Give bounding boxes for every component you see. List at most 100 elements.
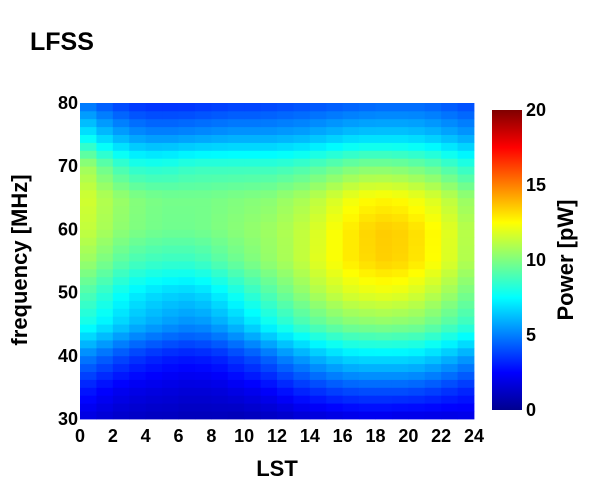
heatmap-cell bbox=[441, 245, 458, 254]
heatmap-cell bbox=[391, 103, 409, 112]
colorbar-tick-label: 0 bbox=[526, 400, 536, 420]
heatmap-cell bbox=[342, 245, 360, 254]
heatmap-cell bbox=[112, 395, 130, 404]
heatmap-cell bbox=[129, 316, 147, 325]
heatmap-cell bbox=[96, 174, 114, 183]
heatmap-cell bbox=[441, 300, 458, 309]
heatmap-cell bbox=[441, 340, 458, 349]
y-tick-label: 40 bbox=[58, 346, 78, 366]
heatmap-cell bbox=[457, 189, 475, 199]
heatmap-cell bbox=[162, 292, 179, 301]
heatmap-cell bbox=[293, 324, 311, 333]
heatmap-cell bbox=[424, 363, 442, 372]
heatmap-cell bbox=[375, 355, 393, 365]
heatmap-cell bbox=[80, 411, 97, 420]
heatmap-cell bbox=[457, 205, 475, 214]
heatmap-cell bbox=[326, 189, 344, 199]
heatmap-cell bbox=[326, 253, 344, 262]
heatmap-cell bbox=[194, 371, 212, 380]
heatmap-cell bbox=[80, 340, 97, 349]
heatmap-cell bbox=[309, 355, 327, 365]
heatmap-cell bbox=[162, 110, 179, 120]
heatmap-cell bbox=[309, 182, 327, 191]
heatmap-cell bbox=[326, 110, 344, 120]
heatmap-cell bbox=[194, 205, 212, 214]
heatmap-cell bbox=[342, 237, 360, 246]
heatmap-cell bbox=[178, 355, 196, 365]
heatmap-cell bbox=[194, 189, 212, 199]
heatmap-cell bbox=[145, 110, 163, 120]
heatmap-cell bbox=[309, 205, 327, 214]
heatmap-cell bbox=[408, 237, 426, 246]
heatmap-cell bbox=[129, 347, 147, 357]
heatmap-cell bbox=[227, 103, 245, 112]
heatmap-cell bbox=[293, 308, 311, 317]
heatmap-cell bbox=[408, 158, 426, 167]
heatmap-cell bbox=[293, 411, 311, 420]
heatmap-cell bbox=[277, 387, 294, 396]
heatmap-cell bbox=[178, 363, 196, 372]
heatmap-cell bbox=[80, 237, 97, 246]
heatmap-cell bbox=[391, 189, 409, 199]
heatmap-cell bbox=[80, 395, 97, 404]
heatmap-cell bbox=[112, 363, 130, 372]
heatmap-cell bbox=[112, 237, 130, 246]
heatmap-cell bbox=[457, 253, 475, 262]
heatmap-cell bbox=[359, 316, 376, 325]
heatmap-cell bbox=[293, 158, 311, 167]
heatmap-cell bbox=[162, 158, 179, 167]
heatmap-cell bbox=[408, 142, 426, 151]
heatmap-cell bbox=[96, 134, 114, 143]
heatmap-cell bbox=[309, 126, 327, 135]
heatmap-cell bbox=[145, 284, 163, 293]
heatmap-cell bbox=[129, 174, 147, 183]
heatmap-cell bbox=[359, 110, 376, 120]
heatmap-cell bbox=[194, 229, 212, 238]
heatmap-cell bbox=[112, 324, 130, 333]
heatmap-cell bbox=[211, 189, 229, 199]
heatmap-cell bbox=[424, 355, 442, 365]
heatmap-cell bbox=[227, 316, 245, 325]
heatmap-cell bbox=[309, 150, 327, 159]
heatmap-cell bbox=[260, 332, 278, 341]
heatmap-cell bbox=[293, 166, 311, 175]
heatmap-cell bbox=[244, 134, 261, 143]
heatmap-cell bbox=[293, 387, 311, 396]
heatmap-cell bbox=[375, 150, 393, 159]
heatmap-cell bbox=[375, 316, 393, 325]
heatmap-cell bbox=[129, 110, 147, 120]
heatmap-cell bbox=[309, 253, 327, 262]
heatmap-cell bbox=[326, 182, 344, 191]
heatmap-cell bbox=[441, 387, 458, 396]
heatmap-cell bbox=[178, 324, 196, 333]
heatmap-cell bbox=[96, 332, 114, 341]
heatmap-cell bbox=[326, 205, 344, 214]
heatmap-cell bbox=[96, 268, 114, 278]
heatmap-cell bbox=[408, 371, 426, 380]
heatmap-cell bbox=[194, 253, 212, 262]
heatmap-cell bbox=[145, 166, 163, 175]
heatmap-cell bbox=[326, 229, 344, 238]
heatmap-cell bbox=[96, 126, 114, 135]
heatmap-cell bbox=[129, 150, 147, 159]
heatmap-cell bbox=[457, 371, 475, 380]
heatmap-cell bbox=[309, 103, 327, 112]
heatmap-cell bbox=[227, 363, 245, 372]
heatmap-cell bbox=[227, 403, 245, 412]
heatmap-cell bbox=[342, 213, 360, 222]
heatmap-cell bbox=[375, 118, 393, 128]
heatmap-cell bbox=[424, 261, 442, 270]
heatmap-cell bbox=[457, 411, 475, 420]
heatmap-cell bbox=[375, 134, 393, 143]
heatmap-cell bbox=[424, 174, 442, 183]
heatmap-cell bbox=[178, 103, 196, 112]
heatmap-cell bbox=[326, 268, 344, 278]
heatmap-cell bbox=[129, 166, 147, 175]
heatmap-cell bbox=[342, 316, 360, 325]
heatmap-cell bbox=[441, 197, 458, 207]
heatmap-cell bbox=[244, 261, 261, 270]
heatmap-cell bbox=[277, 221, 294, 230]
heatmap-cell bbox=[178, 340, 196, 349]
heatmap-cell bbox=[391, 245, 409, 254]
x-tick-label: 4 bbox=[141, 426, 151, 446]
